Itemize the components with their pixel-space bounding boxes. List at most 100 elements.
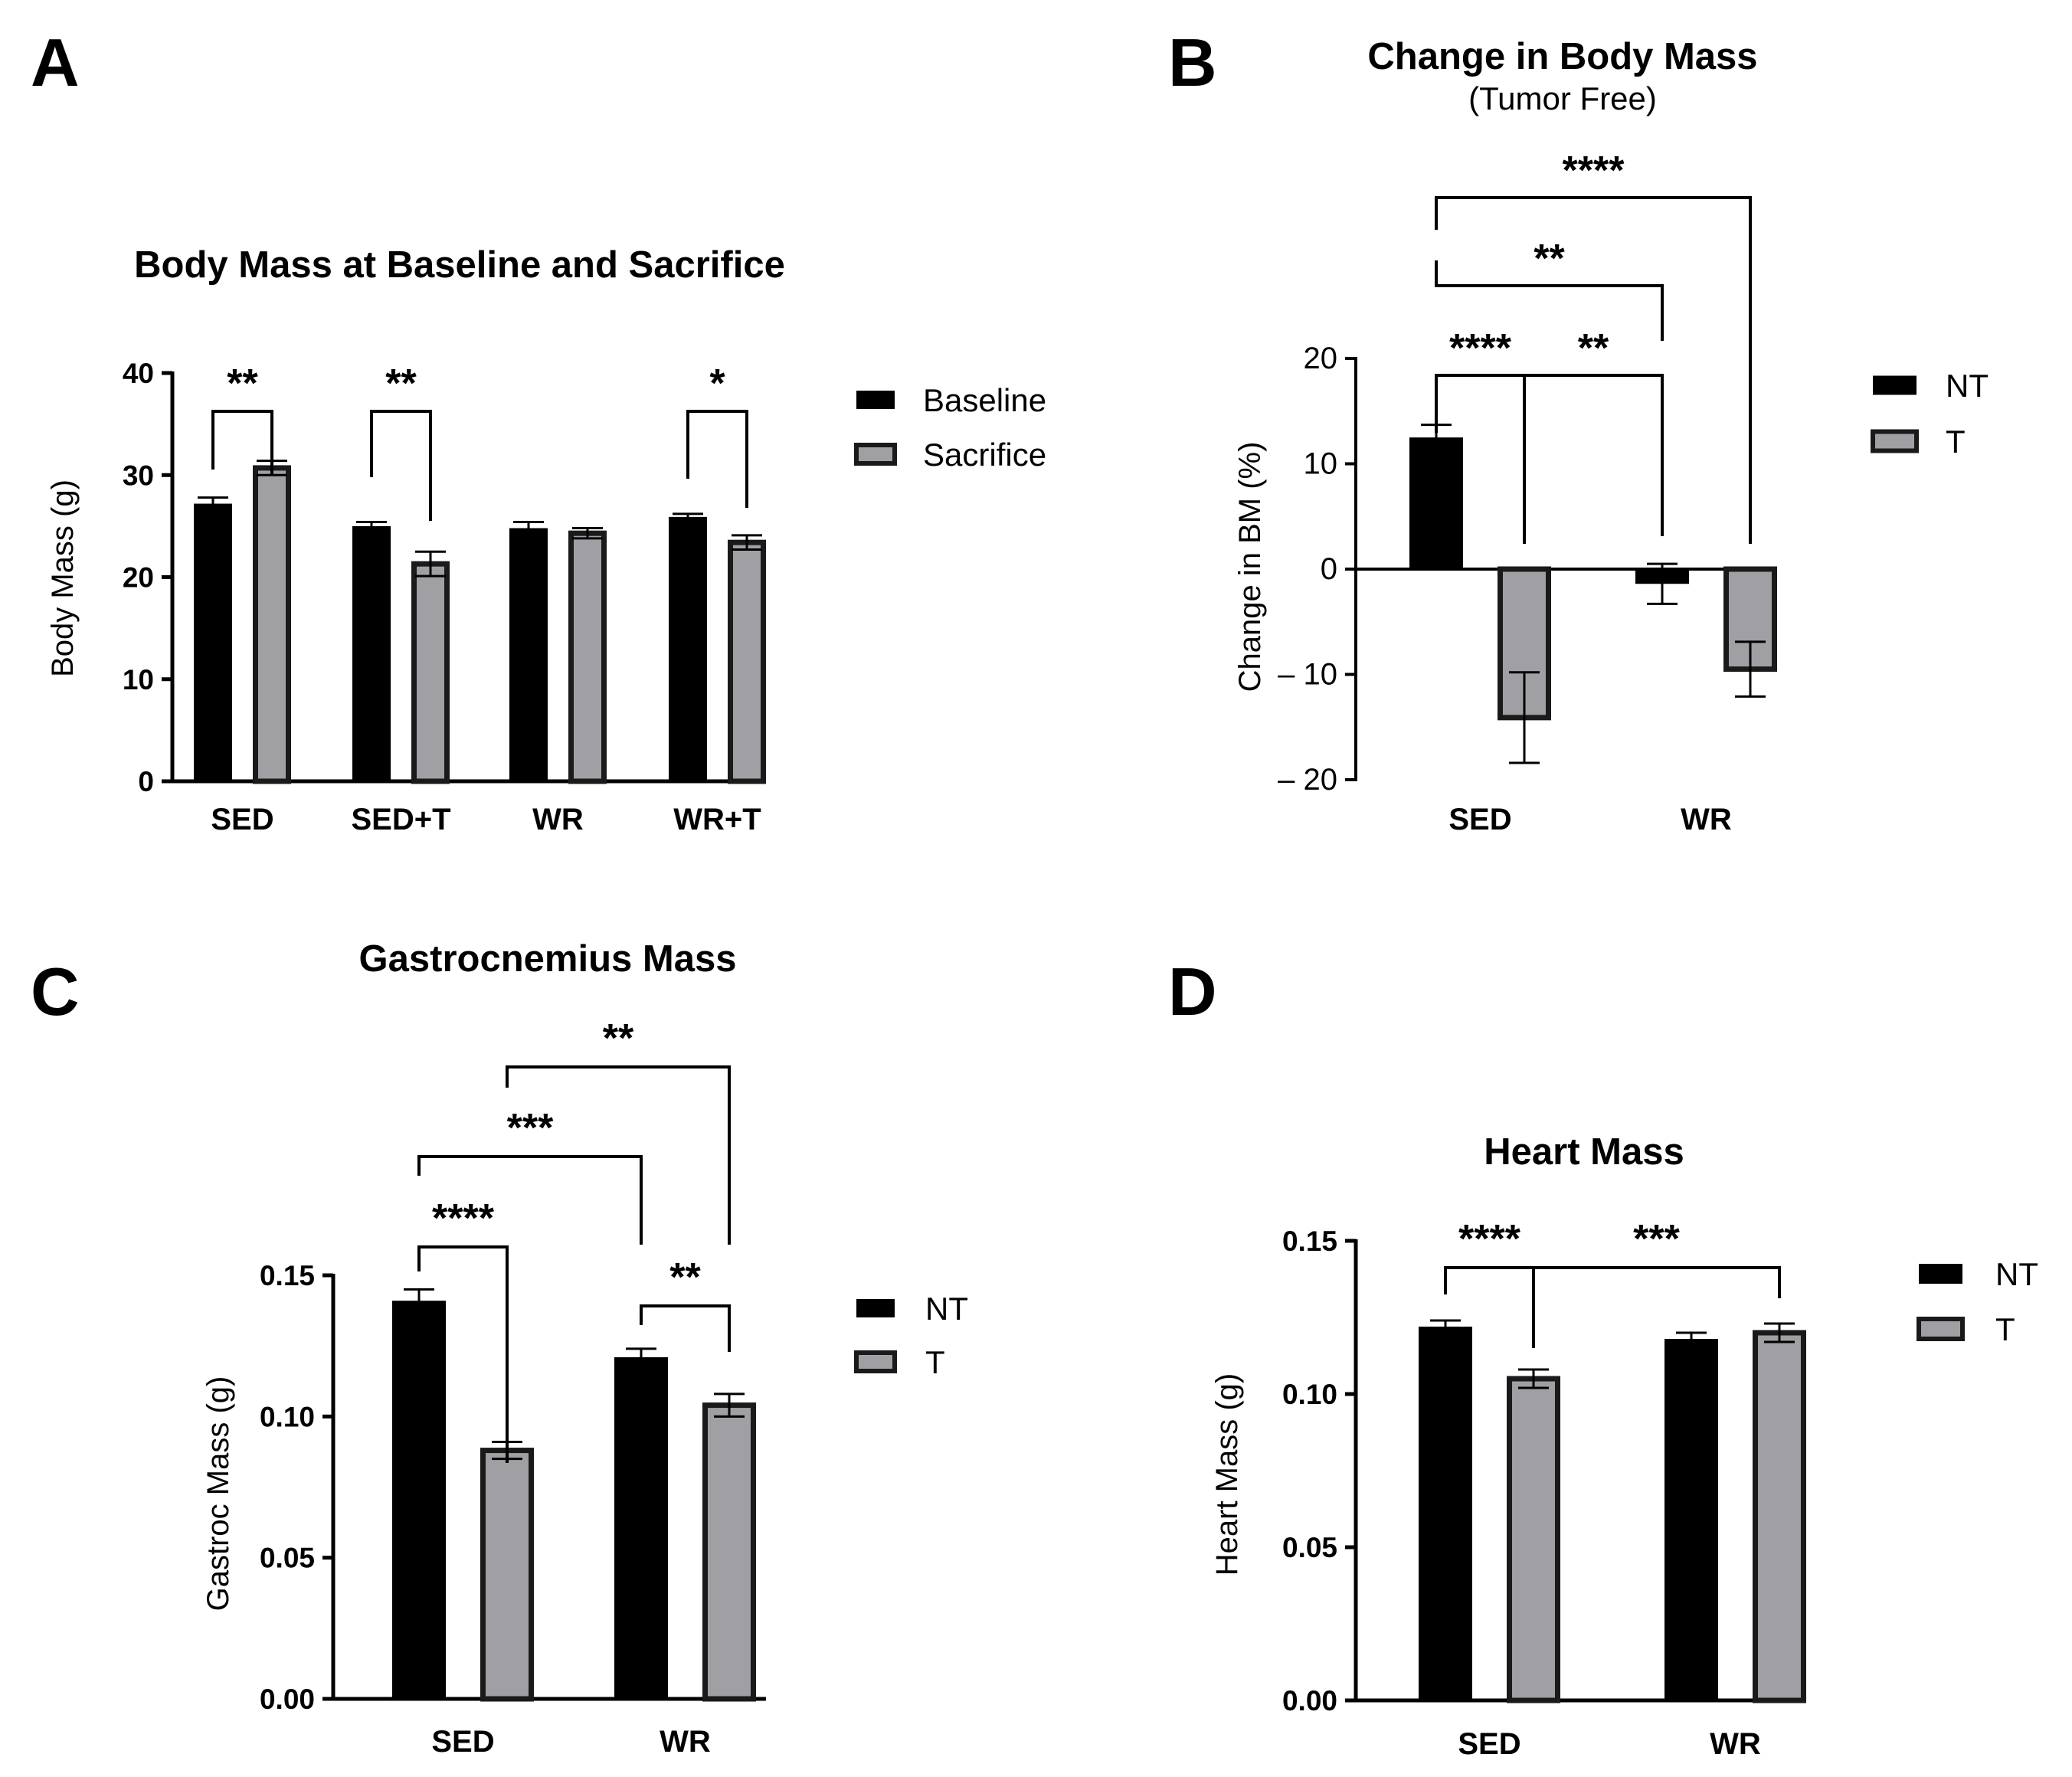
y-tick-label: 0.05 [1282, 1532, 1337, 1563]
x-category-label: WR [660, 1725, 711, 1759]
panel-d-title: Heart Mass [1484, 1131, 1684, 1173]
panel-c-y-axis-label: Gastroc Mass (g) [201, 1376, 235, 1612]
significance-bracket [1435, 196, 1752, 544]
significance-bracket [686, 410, 748, 508]
significance-label: **** [1449, 326, 1512, 371]
significance-bracket [1523, 374, 1664, 544]
panel-b-title: Change in Body Mass [1367, 36, 1757, 77]
panel-b-y-axis-label: Change in BM (%) [1233, 442, 1267, 692]
significance-label: ** [227, 362, 258, 406]
significance-label: * [709, 362, 725, 406]
x-category-label: SED [1458, 1727, 1520, 1761]
y-tick-label: 0.00 [260, 1684, 315, 1715]
panel-d-y-axis-label: Heart Mass (g) [1210, 1373, 1244, 1576]
legend-swatch [854, 1350, 897, 1373]
significance-bracket [1532, 1266, 1781, 1348]
y-tick-label: – 20 [1278, 763, 1337, 797]
bar-control [194, 503, 232, 781]
y-tick-label: 0.10 [260, 1401, 315, 1432]
panel-letter-d: D [1168, 954, 1217, 1029]
y-tick-label: 0.00 [1282, 1685, 1337, 1716]
panel-letter-a: A [31, 25, 80, 100]
panel-b-subtitle: (Tumor Free) [1468, 80, 1657, 116]
panel-letter-c: C [31, 954, 80, 1029]
legend-label: T [1995, 1311, 2015, 1347]
panel-letter-b: B [1168, 25, 1217, 100]
legend-swatch [1919, 1264, 1962, 1284]
x-category-label: SED [431, 1725, 494, 1759]
bar-treated [1507, 1376, 1560, 1703]
y-tick-label: 40 [123, 358, 154, 389]
bar-treated [728, 539, 766, 784]
legend-label: NT [1946, 368, 1989, 404]
panel-c-title: Gastrocnemius Mass [359, 938, 737, 980]
bar-control [1409, 437, 1463, 569]
x-category-label: WR [532, 803, 584, 836]
y-tick-label: 0.10 [1282, 1379, 1337, 1410]
panel-a-chart: Body Mass at Baseline and Sacrifice Body… [46, 244, 1046, 836]
significance-bracket [211, 410, 273, 475]
bar-control [392, 1301, 446, 1699]
legend-label: NT [1995, 1256, 2038, 1292]
legend-swatch [856, 1299, 895, 1317]
legend-swatch [1873, 375, 1917, 395]
significance-label: **** [1563, 149, 1625, 193]
significance-label: *** [1633, 1217, 1680, 1262]
significance-bracket [1435, 260, 1664, 341]
bar-control [509, 528, 548, 781]
bar-treated [253, 465, 291, 784]
y-tick-label: 0.15 [260, 1260, 315, 1291]
legend-swatch [1917, 1317, 1965, 1341]
x-category-label: WR+T [673, 803, 761, 836]
y-tick-label: 0 [1321, 552, 1337, 586]
y-tick-label: 10 [1304, 447, 1338, 481]
bar-control [1419, 1327, 1472, 1700]
bar-treated [411, 561, 450, 784]
y-tick-label: 0 [138, 766, 154, 797]
bar-control [614, 1356, 668, 1699]
legend-label: T [1946, 424, 1966, 460]
panel-a-y-axis-label: Body Mass (g) [46, 479, 80, 677]
y-tick-label: 10 [123, 664, 154, 695]
panel-b-chart: Change in Body Mass (Tumor Free) Change … [1233, 36, 1989, 836]
legend-label: Baseline [923, 382, 1046, 418]
significance-label: *** [507, 1106, 554, 1150]
y-tick-label: – 10 [1278, 658, 1337, 692]
x-category-label: SED [1448, 803, 1511, 836]
significance-label: **** [1458, 1217, 1521, 1262]
significance-label: ** [385, 362, 417, 406]
significance-label: **** [432, 1196, 495, 1241]
bar-treated [702, 1402, 756, 1702]
significance-bracket [506, 1065, 731, 1245]
x-category-label: SED+T [351, 803, 450, 836]
y-tick-label: 30 [123, 460, 154, 491]
bar-control [352, 525, 391, 781]
significance-bracket [370, 410, 432, 521]
significance-label: ** [1578, 326, 1609, 371]
y-tick-label: 20 [1304, 342, 1338, 375]
bar-treated [568, 530, 607, 784]
legend-swatch [854, 443, 897, 466]
significance-label: ** [1534, 237, 1565, 281]
x-category-label: SED [211, 803, 273, 836]
significance-bracket [640, 1304, 731, 1352]
significance-bracket [417, 1245, 509, 1463]
y-tick-label: 20 [123, 562, 154, 594]
bar-control [669, 516, 707, 781]
x-category-label: WR [1710, 1727, 1761, 1761]
panel-a-title: Body Mass at Baseline and Sacrifice [134, 244, 785, 286]
panel-d-chart: Heart Mass Heart Mass (g) 0.00 0.05 0.10 0.… [1210, 1131, 2038, 1761]
x-category-label: WR [1681, 803, 1732, 836]
legend-swatch [856, 391, 895, 409]
y-tick-label: 0.15 [1282, 1226, 1337, 1257]
significance-label: ** [669, 1255, 701, 1300]
legend-label: T [925, 1344, 945, 1380]
legend-label: NT [925, 1291, 968, 1327]
y-tick-label: 0.05 [260, 1543, 315, 1574]
bar-control [1664, 1339, 1718, 1700]
panel-c-chart: Gastrocnemius Mass Gastroc Mass (g) 0.00… [201, 938, 968, 1759]
bar-treated [480, 1448, 534, 1702]
significance-bracket [417, 1155, 643, 1245]
significance-label: ** [603, 1016, 634, 1061]
